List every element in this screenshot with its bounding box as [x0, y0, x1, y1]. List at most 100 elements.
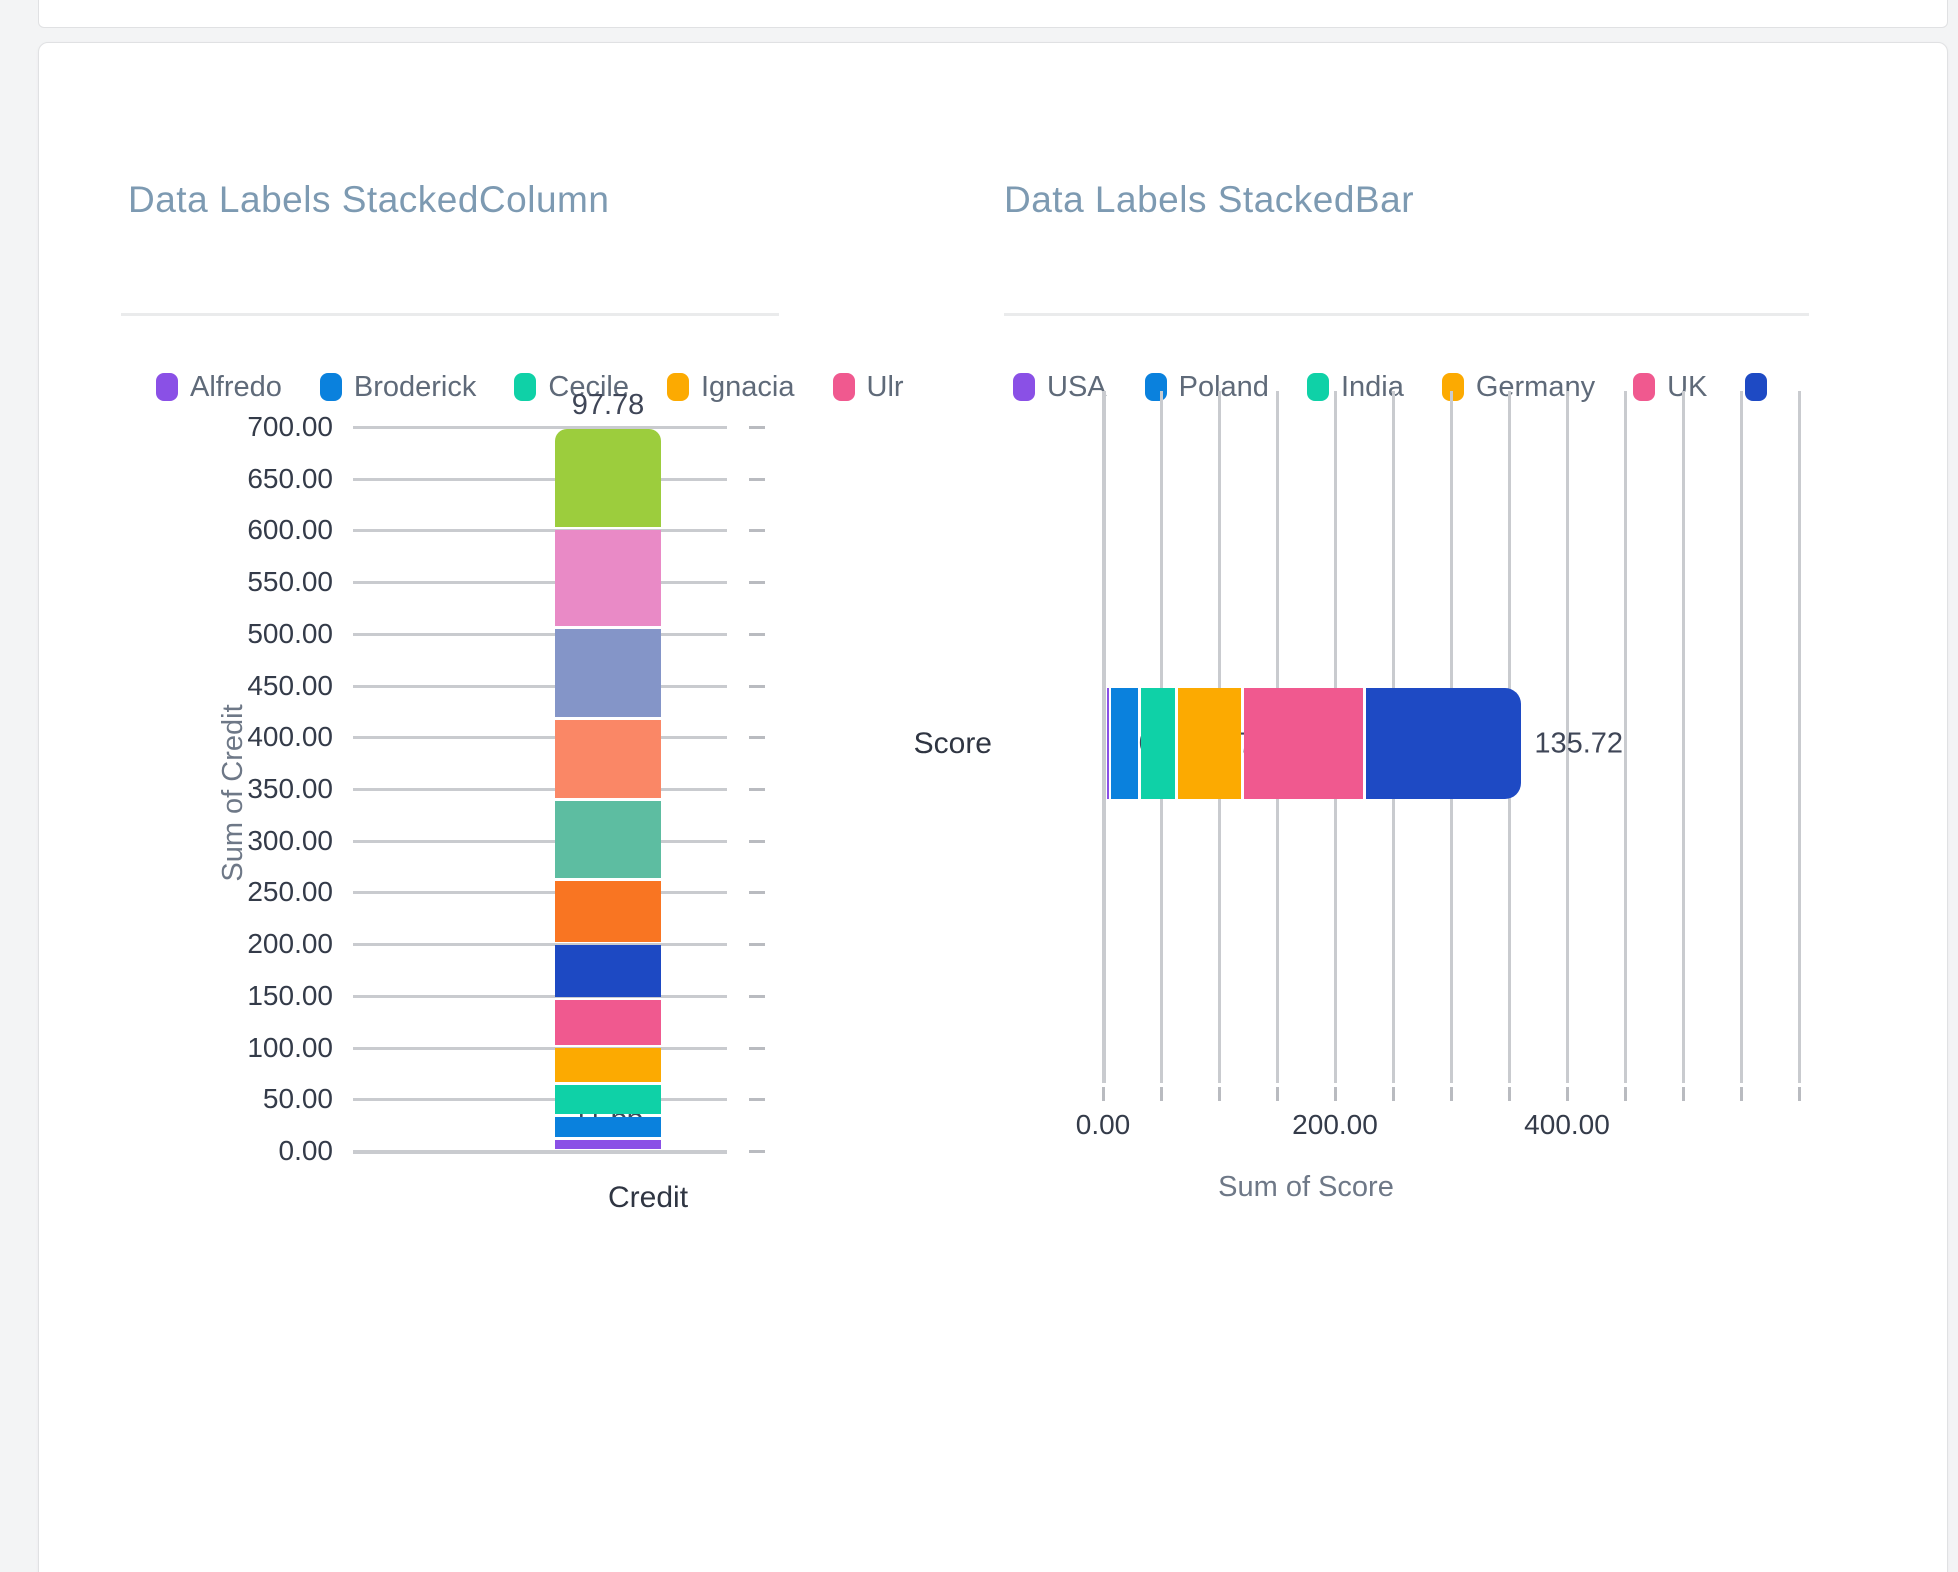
axis-tick [1276, 1087, 1279, 1101]
legend-swatch-icon [1745, 373, 1768, 401]
stack-segment-alfredo[interactable] [555, 1140, 661, 1150]
x-tick-label: 400.00 [1524, 1109, 1610, 1140]
legend-swatch-icon [514, 373, 537, 401]
data-label: 135.72 [1534, 727, 1624, 759]
column-chart-title: Data Labels StackedColumn [128, 179, 610, 220]
y-tick-label: 400.00 [247, 721, 333, 753]
stack-segment-ignacia[interactable] [555, 1048, 661, 1083]
axis-tick [749, 477, 765, 481]
axis-tick [1566, 1087, 1569, 1101]
y-tick-label: 100.00 [247, 1031, 333, 1063]
bar-chart-title: Data Labels StackedBar [1004, 179, 1415, 220]
stack-segment-series-10[interactable] [555, 529, 661, 627]
axis-tick [749, 684, 765, 688]
legend-item-label: Cecile [548, 370, 629, 403]
axis-tick [1682, 1087, 1685, 1101]
legend-item-cecile[interactable]: Cecile [514, 371, 629, 404]
stack-segment-series-11[interactable] [555, 428, 661, 527]
bar-chart-divider [1004, 313, 1809, 316]
gridline [1740, 391, 1743, 1083]
legend-item-usa[interactable]: USA [1013, 371, 1107, 404]
legend-item-label: Ignacia [700, 370, 795, 403]
legend-swatch-icon [1441, 373, 1464, 401]
stack-segment-series-5[interactable] [555, 944, 661, 997]
y-tick-label: 200.00 [247, 928, 333, 960]
y-tick-label: 0.00 [278, 1135, 334, 1166]
axis-tick [749, 1098, 765, 1102]
axis-tick [1160, 1087, 1163, 1101]
legend-item-ignacia[interactable]: Ignacia [666, 370, 795, 404]
axis-tick [749, 839, 765, 843]
legend-item-poland[interactable]: Poland [1144, 370, 1269, 404]
legend-item-label: Broderick [353, 370, 477, 403]
axis-tick [749, 736, 765, 740]
gridline [353, 839, 727, 843]
stack-segment-poland[interactable] [1111, 688, 1139, 799]
legend-item-label: Ulr [866, 370, 904, 403]
stack-segment-germany[interactable] [1178, 688, 1241, 799]
previous-card-bottom-strip [38, 0, 1948, 28]
axis-tick [1740, 1087, 1743, 1101]
legend-item-label: USA [1047, 370, 1107, 403]
legend-item-label: Alfredo [190, 370, 282, 403]
axis-tick [749, 426, 765, 429]
stack-segment-series-8[interactable] [555, 720, 661, 798]
stack-segment-cecile[interactable] [555, 1085, 661, 1114]
data-label: 97.78 [571, 389, 645, 421]
y-tick-label: 650.00 [247, 462, 333, 494]
gridline [353, 1150, 727, 1154]
gridline [353, 891, 727, 895]
stack-segment-ulr[interactable] [555, 999, 661, 1046]
axis-tick [749, 529, 765, 533]
legend-item-label: UK [1667, 370, 1708, 403]
stack-segment-broderick[interactable] [555, 1116, 661, 1138]
stack-segment-series-7[interactable] [555, 800, 661, 878]
y-tick-label: 50.00 [262, 1083, 333, 1115]
axis-tick [749, 581, 765, 585]
legend-item-india[interactable]: India [1306, 371, 1404, 404]
legend-item-ulr[interactable]: Ulr [832, 370, 904, 404]
stack-segment-series-6[interactable] [555, 880, 661, 942]
y-tick-label: 250.00 [247, 876, 333, 908]
gridline [1624, 391, 1627, 1083]
gridline [1102, 391, 1106, 1083]
gridline [1682, 391, 1685, 1083]
legend-swatch-icon [1013, 373, 1035, 401]
y-tick-label: 350.00 [247, 773, 333, 804]
bar-x-axis-title: Sum of Score [1218, 1171, 1394, 1203]
stack-segment-uk[interactable] [1243, 688, 1364, 799]
gridline [353, 632, 727, 636]
axis-tick [749, 1046, 765, 1050]
legend-swatch-icon [1633, 373, 1656, 401]
axis-tick [1334, 1087, 1337, 1101]
axis-tick [1798, 1087, 1801, 1101]
legend-item-unnamed[interactable] [1745, 373, 1768, 401]
stack-segment-usa[interactable] [1106, 688, 1109, 799]
axis-tick [749, 632, 765, 636]
stack-segment-india[interactable] [1141, 688, 1176, 799]
y-tick-label: 500.00 [247, 617, 333, 649]
column-chart-legend: Alfredo Broderick Cecile Ignacia Ulr [156, 370, 956, 404]
axis-tick [1624, 1087, 1627, 1101]
column-x-category-label: Credit [608, 1181, 689, 1214]
gridline [353, 788, 727, 791]
bar-chart-legend: USA Poland India Germany UK [1013, 370, 1809, 404]
legend-swatch-icon [319, 373, 342, 401]
stack-segment-series-5[interactable] [1366, 688, 1521, 799]
legend-item-uk[interactable]: UK [1633, 371, 1707, 404]
axis-tick [1392, 1087, 1395, 1101]
legend-swatch-icon [1306, 373, 1329, 401]
y-tick-label: 700.00 [247, 411, 333, 442]
gridline [353, 994, 727, 998]
legend-item-label: Poland [1178, 370, 1269, 403]
legend-swatch-icon [156, 373, 178, 401]
stack-segment-series-9[interactable] [555, 629, 661, 718]
legend-item-germany[interactable]: Germany [1441, 371, 1595, 404]
axis-tick [749, 994, 765, 998]
legend-item-alfredo[interactable]: Alfredo [156, 371, 282, 404]
y-tick-label: 550.00 [247, 566, 333, 598]
gridline [353, 684, 727, 688]
column-y-axis-title: Sum of Credit [217, 704, 249, 882]
legend-item-broderick[interactable]: Broderick [319, 370, 477, 404]
